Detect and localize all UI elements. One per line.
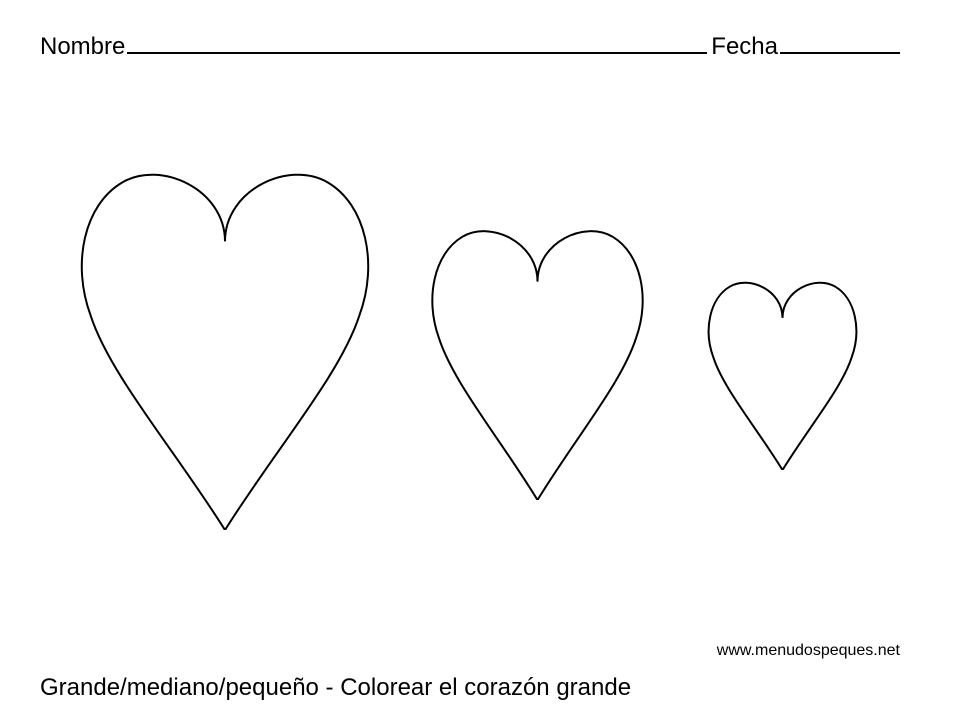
heart-small — [700, 275, 865, 470]
source-url: www.menudospeques.net — [717, 642, 900, 660]
hearts-area — [0, 150, 960, 550]
instruction-text: Grande/mediano/pequeño - Colorear el cor… — [40, 674, 631, 702]
heart-large-outline — [82, 175, 368, 530]
date-blank-line — [780, 28, 900, 54]
heart-medium-outline — [432, 231, 642, 500]
worksheet-header: Nombre Fecha — [40, 28, 900, 61]
name-blank-line — [127, 28, 707, 54]
heart-medium — [420, 220, 655, 500]
date-label: Fecha — [711, 33, 778, 61]
name-label: Nombre — [40, 33, 125, 61]
heart-small-outline — [709, 283, 857, 470]
heart-large — [65, 160, 385, 530]
